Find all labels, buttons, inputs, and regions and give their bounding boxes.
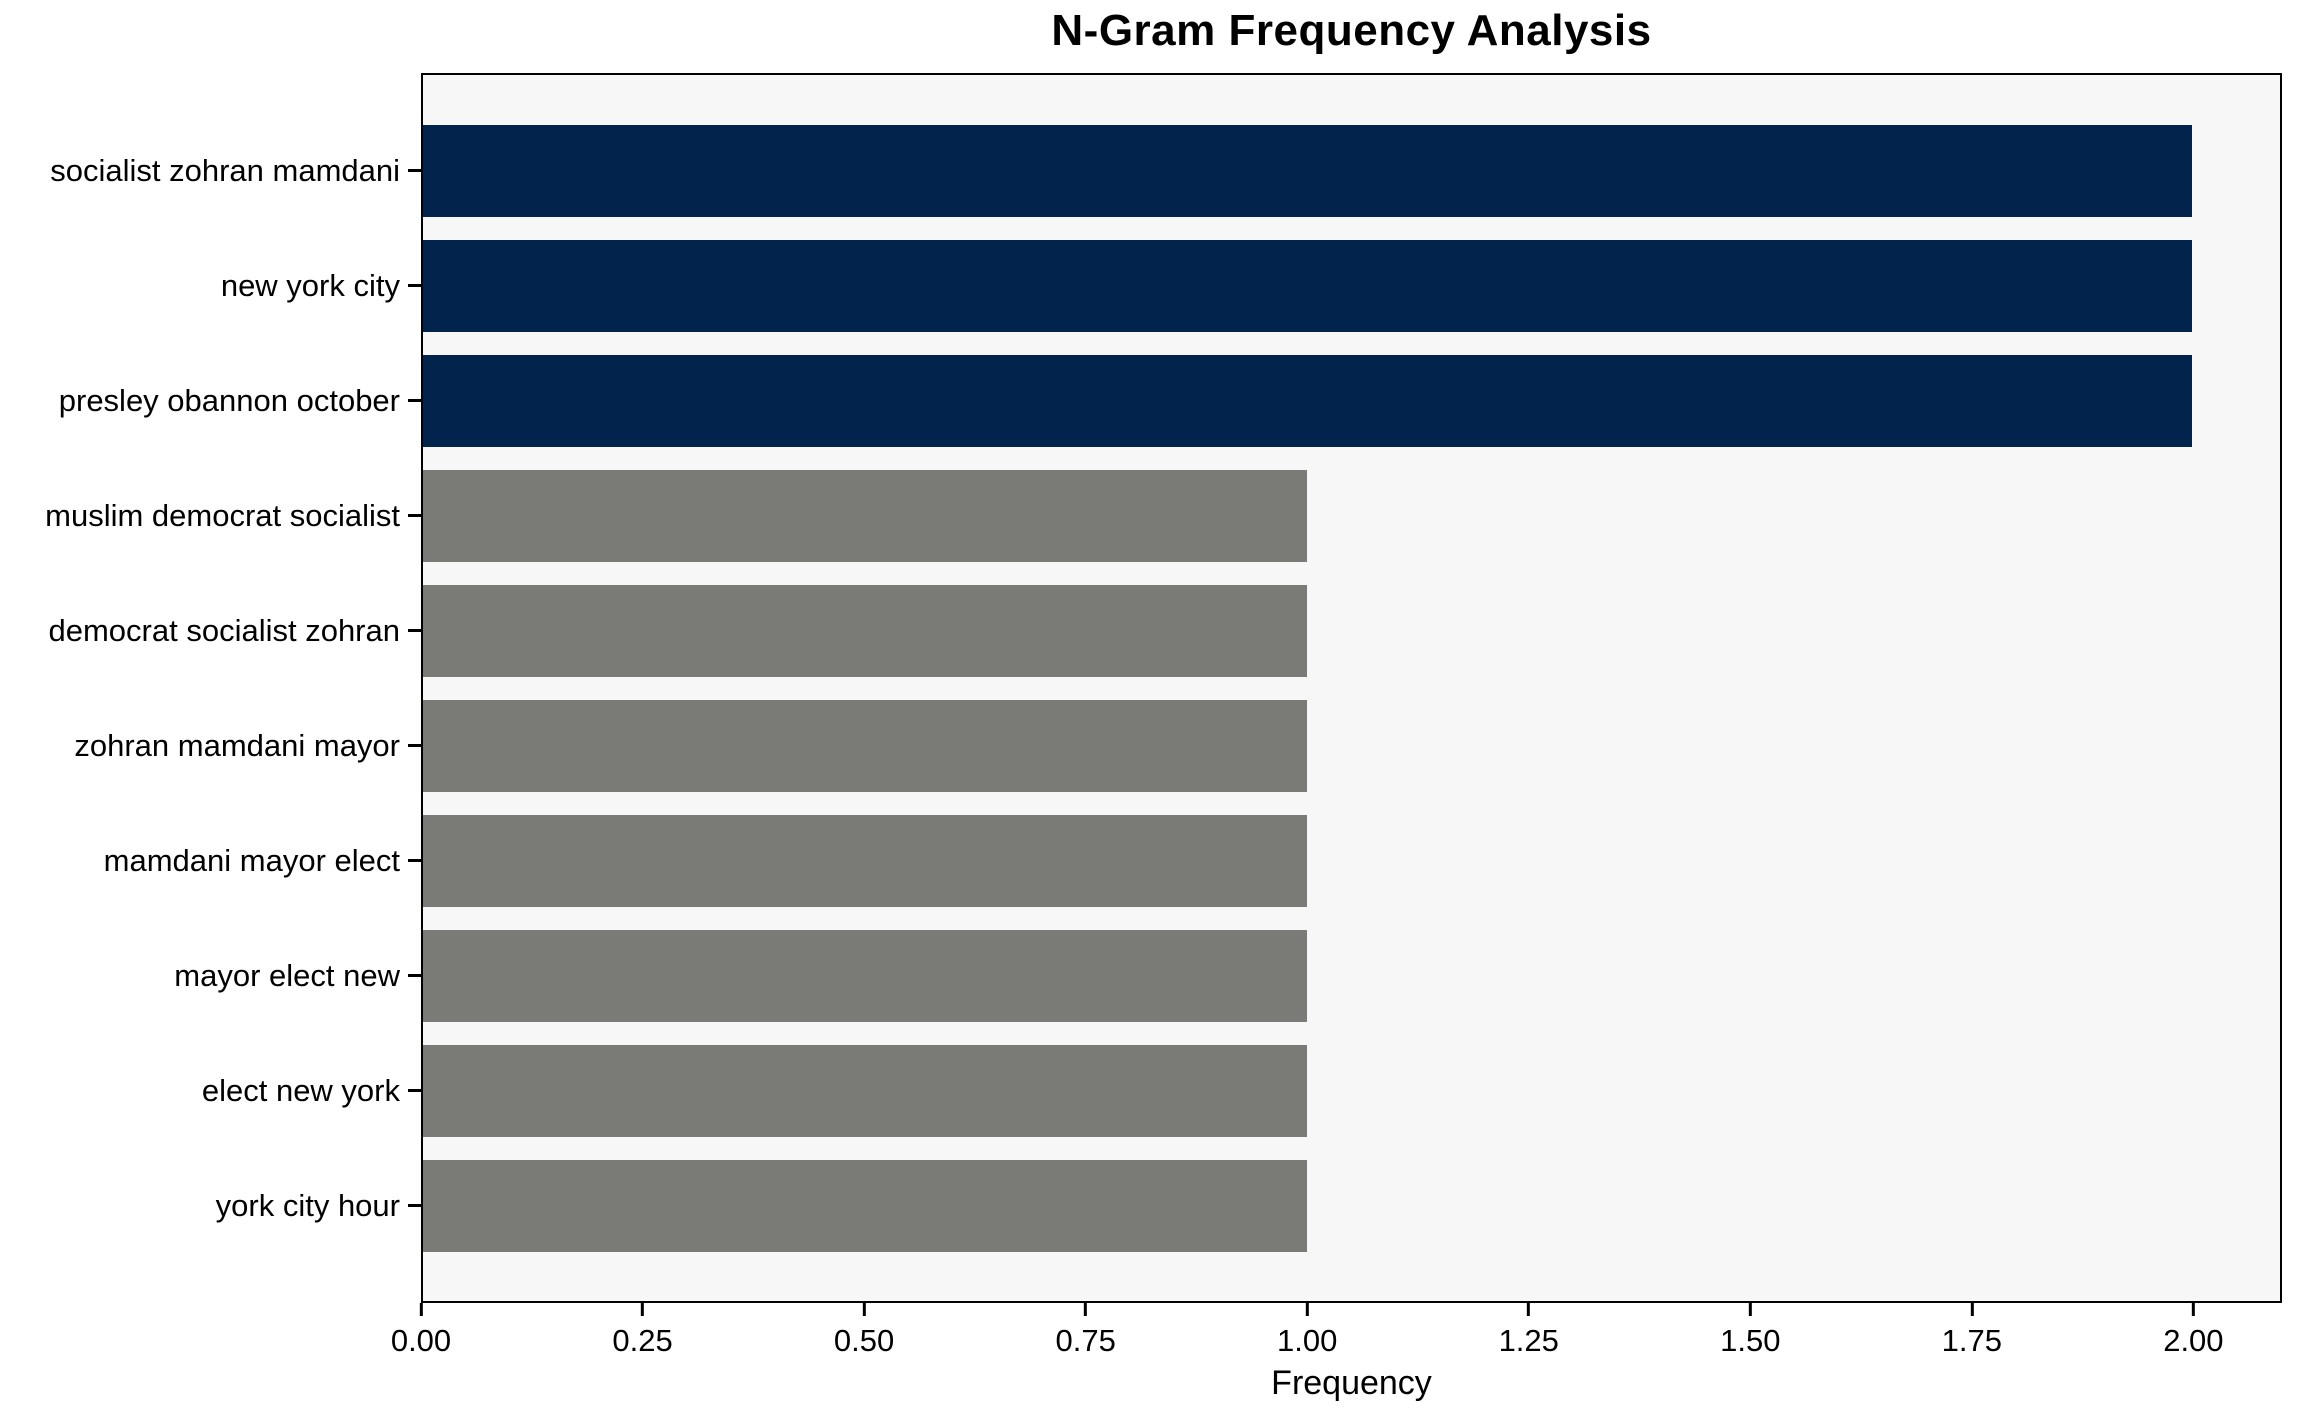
x-tick-label: 1.75 — [1941, 1323, 2002, 1358]
x-tick-mark — [2191, 1303, 2195, 1316]
bar — [423, 1159, 1308, 1252]
y-tick-label: elect new york — [201, 1072, 400, 1108]
y-tick-mark — [408, 514, 421, 517]
bar — [423, 699, 1308, 792]
bar — [423, 1044, 1308, 1137]
y-tick-mark — [408, 859, 421, 862]
x-tick: 1.50 — [1720, 1303, 1780, 1359]
bar-row — [423, 228, 2280, 343]
y-tick-label: presley obannon october — [58, 382, 400, 418]
y-tick-label: socialist zohran mamdani — [50, 152, 400, 188]
x-tick-label: 0.75 — [1055, 1323, 1116, 1358]
x-tick-label: 0.50 — [833, 1323, 895, 1358]
x-tick-mark — [862, 1303, 866, 1316]
bar-row — [423, 343, 2280, 458]
y-tick-mark — [408, 974, 421, 977]
x-tick-label: 2.00 — [2163, 1323, 2224, 1358]
bar-row — [423, 688, 2280, 803]
x-tick: 0.00 — [391, 1303, 451, 1359]
x-tick-mark — [419, 1303, 423, 1316]
bar — [423, 469, 1308, 562]
x-tick: 1.25 — [1499, 1303, 1559, 1359]
y-tick-label: democrat socialist zohran — [48, 612, 401, 648]
bar — [423, 354, 2192, 447]
y-tick-row: socialist zohran mamdani — [0, 113, 421, 228]
y-tick-label: new york city — [220, 267, 400, 303]
x-tick: 0.25 — [612, 1303, 673, 1359]
x-tick: 0.50 — [834, 1303, 894, 1359]
y-tick-mark — [408, 1204, 421, 1207]
x-tick-mark — [1748, 1303, 1752, 1316]
x-tick: 2.00 — [2163, 1303, 2224, 1359]
x-tick: 1.00 — [1277, 1303, 1337, 1359]
x-axis: 0.00 0.25 0.50 0.75 1.00 1.25 1.50 1.75 2.00 — [391, 1303, 2282, 1373]
y-tick-row: mamdani mayor elect — [0, 803, 421, 918]
x-tick-label: 0.00 — [390, 1323, 452, 1358]
y-tick-label: muslim democrat socialist — [45, 497, 400, 533]
x-tick-mark — [1305, 1303, 1309, 1316]
plot-area — [421, 73, 2282, 1303]
y-tick-mark — [408, 1089, 421, 1092]
y-tick-row: zohran mamdani mayor — [0, 688, 421, 803]
y-tick-label: mayor elect new — [174, 957, 400, 993]
x-tick-mark — [1527, 1303, 1531, 1316]
y-tick-mark — [408, 169, 421, 172]
y-tick-row: york city hour — [0, 1148, 421, 1263]
bar-row — [423, 1033, 2280, 1148]
bar-row — [423, 1148, 2280, 1263]
y-tick-row: presley obannon october — [0, 343, 421, 458]
y-tick-mark — [408, 284, 421, 287]
x-tick-mark — [641, 1303, 645, 1316]
x-tick-label: 0.25 — [612, 1323, 673, 1358]
y-tick-mark — [408, 629, 421, 632]
x-tick: 1.75 — [1942, 1303, 2002, 1359]
y-tick-mark — [408, 744, 421, 747]
y-tick-row: elect new york — [0, 1033, 421, 1148]
bar — [423, 584, 1308, 677]
y-tick-row: new york city — [0, 228, 421, 343]
bar-row — [423, 458, 2280, 573]
y-tick-label: zohran mamdani mayor — [74, 727, 400, 763]
y-tick-row: mayor elect new — [0, 918, 421, 1033]
bar-row — [423, 918, 2280, 1033]
y-tick-mark — [408, 399, 421, 402]
bar-row — [423, 113, 2280, 228]
bar — [423, 239, 2192, 332]
y-axis-labels: socialist zohran mamdani new york city pre… — [0, 73, 421, 1303]
chart-title: N-Gram Frequency Analysis — [1051, 6, 1652, 55]
x-tick-label: 1.25 — [1498, 1323, 1559, 1358]
y-tick-row: democrat socialist zohran — [0, 573, 421, 688]
bar-row — [423, 573, 2280, 688]
bar-row — [423, 803, 2280, 918]
x-tick-mark — [1084, 1303, 1088, 1316]
x-tick-label: 1.00 — [1277, 1323, 1338, 1358]
y-tick-label: york city hour — [215, 1187, 400, 1223]
bar — [423, 124, 2192, 217]
x-axis-title: Frequency — [1271, 1364, 1432, 1402]
y-tick-label: mamdani mayor elect — [103, 842, 400, 878]
bar — [423, 814, 1308, 907]
bar — [423, 929, 1308, 1022]
x-tick-label: 1.50 — [1720, 1323, 1781, 1358]
bar-rows — [423, 75, 2280, 1301]
y-tick-row: muslim democrat socialist — [0, 458, 421, 573]
x-tick-mark — [1970, 1303, 1974, 1316]
x-tick: 0.75 — [1055, 1303, 1116, 1359]
